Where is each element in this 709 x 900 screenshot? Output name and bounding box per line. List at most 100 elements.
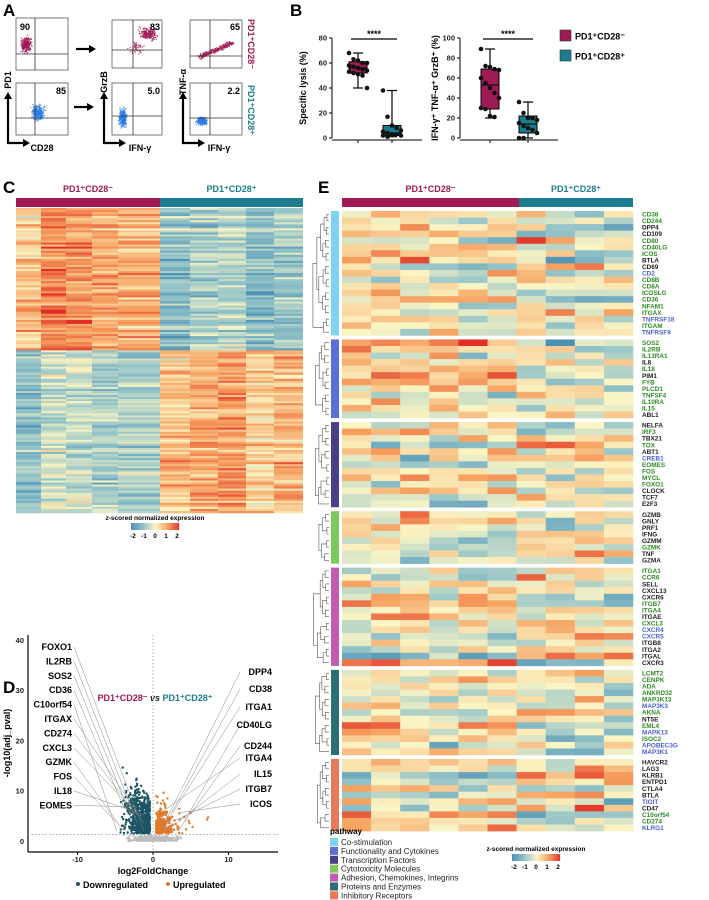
heatmap-cell bbox=[66, 356, 92, 359]
group-header-cd28-pos: PD1⁺CD28⁺ bbox=[551, 184, 601, 194]
heatmap-cell bbox=[218, 356, 246, 359]
heatmap-cell bbox=[246, 425, 274, 428]
heatmap-cell bbox=[16, 378, 41, 382]
heatmap-cell bbox=[160, 285, 190, 288]
heatmap-cell bbox=[41, 279, 66, 282]
heatmap-cell bbox=[16, 210, 41, 213]
heatmap-cell bbox=[218, 425, 246, 428]
point-ns bbox=[146, 834, 149, 837]
point-downregulated bbox=[123, 812, 126, 816]
heatmap-cell bbox=[66, 510, 92, 514]
heatmap-cell bbox=[16, 236, 41, 239]
heatmap-cell bbox=[160, 384, 190, 388]
heatmap-cell bbox=[41, 380, 66, 384]
point-ns bbox=[151, 839, 154, 841]
heatmap-cell bbox=[41, 224, 66, 227]
point-downregulated bbox=[120, 815, 124, 819]
heatmap-cell bbox=[16, 228, 41, 231]
heatmap-cell bbox=[118, 386, 160, 390]
heatmap-cell bbox=[66, 317, 92, 321]
heatmap-cell bbox=[118, 393, 160, 396]
heatmap-cell bbox=[41, 230, 66, 233]
point-upregulated bbox=[164, 830, 167, 833]
heatmap-cell bbox=[41, 508, 66, 512]
heatmap-cell bbox=[92, 297, 118, 300]
heatmap-cell bbox=[41, 386, 66, 390]
point-downregulated bbox=[148, 800, 151, 803]
event-dot bbox=[122, 107, 124, 109]
heatmap-cell bbox=[274, 323, 303, 327]
heatmap-cell bbox=[16, 376, 41, 380]
gene-label-down: CD36 bbox=[49, 685, 72, 695]
heatmap-cell bbox=[246, 384, 274, 388]
heatmap-cell bbox=[92, 254, 118, 258]
point-downregulated bbox=[146, 794, 149, 797]
heatmap-cell bbox=[118, 321, 160, 325]
heatmap-cell bbox=[516, 237, 546, 245]
heatmap-cell bbox=[16, 208, 41, 211]
heatmap-cell bbox=[246, 336, 274, 339]
data-point bbox=[355, 65, 361, 71]
heatmap-cell bbox=[274, 340, 303, 343]
heatmap-cell bbox=[274, 317, 303, 321]
heatmap-cell bbox=[160, 311, 190, 315]
heatmap-cell bbox=[66, 256, 92, 260]
heatmap-cell bbox=[190, 305, 218, 308]
heatmap-cell bbox=[66, 258, 92, 262]
event-dot bbox=[138, 45, 140, 47]
event-dot bbox=[222, 43, 224, 46]
heatmap-cell bbox=[92, 330, 118, 333]
heatmap-cell bbox=[190, 218, 218, 221]
heatmap-cell bbox=[160, 238, 190, 241]
heatmap-cell bbox=[160, 315, 190, 319]
heatmap-cell bbox=[218, 342, 246, 345]
heatmap-cell bbox=[274, 421, 303, 424]
heatmap-cell bbox=[92, 435, 118, 439]
heatmap-cell bbox=[246, 429, 274, 432]
heatmap-cell bbox=[274, 287, 303, 290]
point-upregulated bbox=[188, 822, 191, 825]
colorbar-tick: -1 bbox=[141, 533, 147, 540]
heatmap-cell bbox=[246, 447, 274, 451]
heatmap-cell bbox=[41, 342, 66, 345]
point-downregulated bbox=[144, 813, 147, 816]
heatmap-cell bbox=[16, 281, 41, 284]
heatmap-cell bbox=[16, 293, 41, 296]
heatmap-cell bbox=[160, 242, 190, 245]
heatmap-cell bbox=[66, 214, 92, 217]
heatmap-cell bbox=[274, 248, 303, 252]
heatmap-cell bbox=[118, 273, 160, 276]
heatmap-cell bbox=[66, 228, 92, 231]
heatmap-cell bbox=[66, 238, 92, 241]
point-upregulated bbox=[168, 818, 172, 822]
heatmap-cell bbox=[574, 237, 605, 245]
heatmap-cell bbox=[41, 262, 66, 266]
heatmap-cell bbox=[246, 266, 274, 270]
heatmap-cell bbox=[92, 252, 118, 256]
heatmap-cell bbox=[190, 319, 218, 323]
heatmap-cell bbox=[118, 313, 160, 317]
heatmap-cell bbox=[66, 415, 92, 418]
heatmap-cell bbox=[66, 384, 92, 388]
point-ns bbox=[155, 836, 158, 838]
heatmap-cell bbox=[160, 216, 190, 219]
point-downregulated bbox=[142, 823, 145, 826]
heatmap-cell bbox=[246, 352, 274, 355]
event-dot bbox=[219, 48, 221, 50]
heatmap-cell bbox=[16, 421, 41, 424]
heatmap-cell bbox=[246, 372, 274, 376]
heatmap-cell bbox=[574, 243, 605, 251]
heatmap-cell bbox=[66, 445, 92, 449]
heatmap-cell bbox=[190, 256, 218, 260]
heatmap-cell bbox=[274, 401, 303, 404]
heatmap-cell bbox=[218, 260, 246, 264]
heatmap-cell bbox=[41, 476, 66, 479]
heatmap-cell bbox=[190, 317, 218, 321]
heatmap-cell bbox=[66, 464, 92, 467]
heatmap-cell bbox=[458, 217, 488, 225]
heatmap-cell bbox=[66, 407, 92, 410]
heatmap-cell bbox=[92, 441, 118, 445]
heatmap-cell bbox=[118, 222, 160, 225]
point-upregulated bbox=[157, 817, 160, 820]
heatmap-cell bbox=[66, 273, 92, 276]
